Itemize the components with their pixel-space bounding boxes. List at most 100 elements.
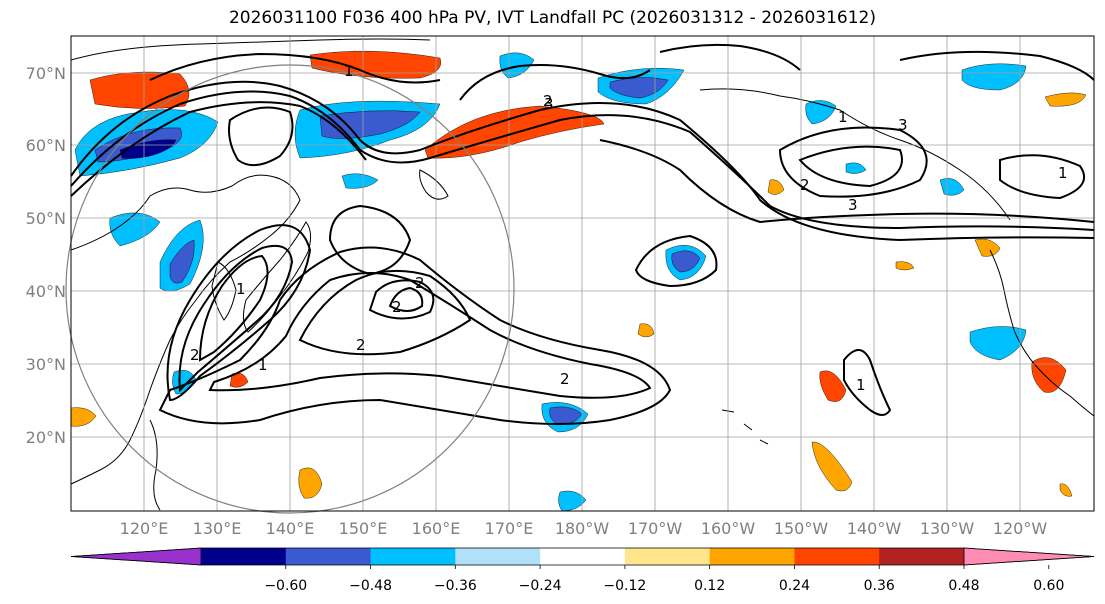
lon-label: 120°E <box>120 519 169 538</box>
contour-label: 2 <box>190 346 200 364</box>
lat-label-40n: 40°N <box>26 282 66 301</box>
contour-subtrop-4 <box>368 279 435 320</box>
lon-label: 130°E <box>193 519 242 538</box>
colorbar: −0.60 −0.48 −0.36 −0.24 −0.12 0.12 0.24 0.36 0.4… <box>70 547 1095 594</box>
contour-label: 1 <box>344 62 354 80</box>
contour-subtrop-5 <box>388 286 424 312</box>
contour-label: 1 <box>1058 164 1068 182</box>
colorbar-bin <box>201 548 287 565</box>
contour-label: 1 <box>236 280 246 298</box>
anomaly-positive-14 <box>895 261 915 271</box>
anomaly-negative-8 <box>969 326 1027 361</box>
lon-label: 150°W <box>774 519 829 538</box>
colorbar-bin <box>285 548 372 565</box>
contour-subtrop-2 <box>208 272 652 399</box>
lat-label-50n: 50°N <box>26 209 66 228</box>
contour-ak-1 <box>778 126 928 198</box>
contour-ak-2 <box>798 145 903 188</box>
longitude-labels: 120°E 130°E 140°E 150°E 160°E 170°E 180°… <box>120 519 1048 538</box>
anomaly-negative-7b <box>549 406 583 425</box>
anomaly-positive-9 <box>70 407 97 427</box>
colorbar-extend-low <box>70 547 202 566</box>
contour-north-1 <box>149 52 441 84</box>
anomaly-negative-16 <box>845 162 867 174</box>
anomaly-positive-8 <box>298 467 323 499</box>
contour-jet-1 <box>70 80 1095 242</box>
coast-japan <box>242 221 312 333</box>
lon-label: 150°E <box>339 519 388 538</box>
lat-label-30n: 30°N <box>26 355 66 374</box>
contour-label: 2 <box>543 92 553 110</box>
anomaly-positive-11 <box>974 238 1001 257</box>
map-title: 2026031100 F036 400 hPa PV, IVT Landfall… <box>228 8 876 28</box>
anomaly-positive-6 <box>819 370 847 402</box>
colorbar-tick-label: −0.36 <box>434 578 477 594</box>
lon-label: 180°W <box>555 519 610 538</box>
anomaly-positive-10 <box>637 323 655 338</box>
contour-label: 1 <box>856 376 866 394</box>
contour-label: 2 <box>356 336 366 354</box>
lon-label: 140°E <box>266 519 315 538</box>
coast-taiwan-ph <box>149 419 161 511</box>
lat-label-60n: 60°N <box>26 136 66 155</box>
anomaly-negative-4 <box>109 212 161 247</box>
lat-label-70n: 70°N <box>26 64 66 83</box>
anomaly-positive-7 <box>811 441 853 492</box>
colorbar-bin <box>879 548 965 565</box>
contour-jet-2 <box>70 90 1095 231</box>
colorbar-bin <box>794 548 880 565</box>
contour-subtrop-1 <box>158 246 672 425</box>
gridlines <box>71 36 1094 511</box>
colorbar-bin <box>370 548 456 565</box>
anomaly-negative-15 <box>939 178 965 196</box>
contour-loop-2 <box>178 244 294 393</box>
map-frame <box>70 35 1095 512</box>
colorbar-bin <box>540 548 626 565</box>
contour-label: 2 <box>392 298 402 316</box>
lon-label: 170°E <box>485 519 534 538</box>
colorbar-bin <box>455 548 541 565</box>
contour-label: 3 <box>544 95 554 113</box>
contour-label: 1 <box>838 108 848 126</box>
ivt-contours <box>70 43 1095 425</box>
lon-label: 170°W <box>628 519 683 538</box>
colorbar-tick-label: −0.12 <box>603 578 646 594</box>
colorbar-tick-label: −0.24 <box>519 578 562 594</box>
anomaly-negative-12 <box>341 173 379 189</box>
anomaly-positive-5 <box>1031 357 1067 393</box>
anomaly-negative-14 <box>558 490 587 512</box>
contour-label: 1 <box>258 356 268 374</box>
contour-loop-1 <box>166 224 312 402</box>
anomaly-positive-1 <box>89 71 190 109</box>
contour-subtrop-3 <box>298 269 472 356</box>
lon-label: 120°W <box>993 519 1048 538</box>
latitude-labels: 70°N 60°N 50°N 40°N 30°N 20°N <box>26 64 66 447</box>
contour-labels: 1 2 3 1 2 2 2 2 2 1 3 3 1 2 1 1 <box>190 62 1068 394</box>
anomaly-negative-1c <box>119 139 177 159</box>
colorbar-tick-label: −0.60 <box>264 578 307 594</box>
colorbar-tick-label: −0.48 <box>349 578 392 594</box>
anomaly-negative-10 <box>961 63 1027 91</box>
contour-east-1 <box>843 349 892 416</box>
coast-northamerica <box>989 249 1095 417</box>
colorbar-bin <box>624 548 711 565</box>
lon-label: 160°W <box>701 519 756 538</box>
coast-asia <box>70 174 301 485</box>
contour-east-3 <box>228 106 294 167</box>
region-circle <box>65 64 515 514</box>
colorbar-tick-label: 0.48 <box>948 578 979 594</box>
anomaly-negative-5b <box>169 239 195 284</box>
contour-label: 3 <box>898 116 908 134</box>
contour-label: 2 <box>800 176 810 194</box>
contour-mid-1 <box>328 204 412 276</box>
coast-siberia <box>70 38 431 61</box>
anomaly-negative-6b <box>671 250 701 273</box>
anomaly-positive-4 <box>1044 92 1087 107</box>
lon-label: 160°E <box>412 519 461 538</box>
contour-label: 2 <box>560 370 570 388</box>
contour-north-3 <box>659 43 801 71</box>
colorbar-outline <box>70 547 1095 566</box>
coast-kamchatka <box>419 169 449 200</box>
colorbar-tick-label: 0.60 <box>1033 578 1064 594</box>
